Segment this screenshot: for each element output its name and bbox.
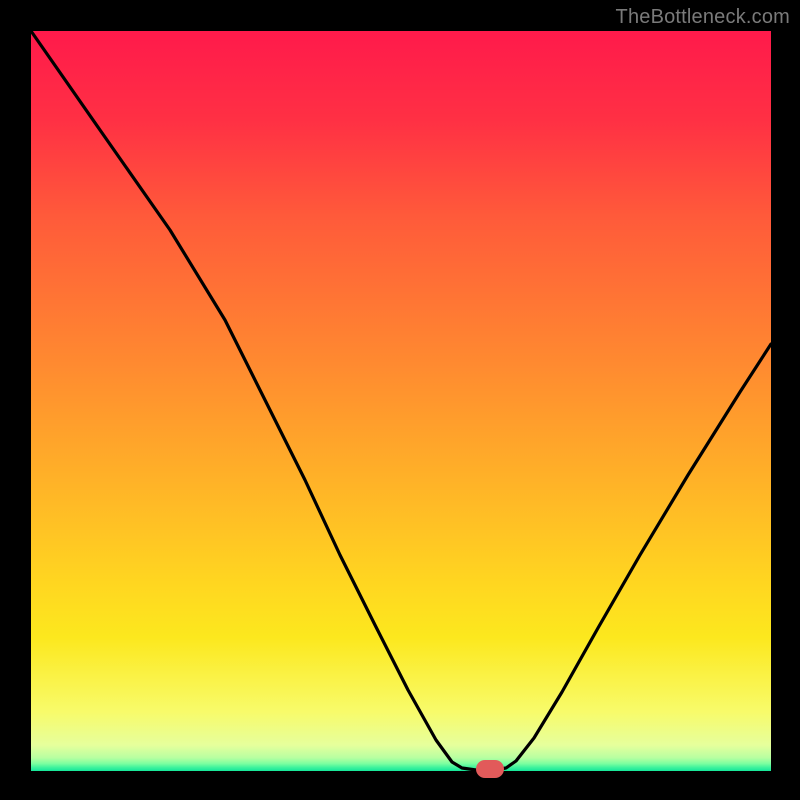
plot-area xyxy=(31,31,771,771)
chart-container: TheBottleneck.com xyxy=(0,0,800,800)
bottleneck-curve xyxy=(31,31,771,771)
watermark-text: TheBottleneck.com xyxy=(616,6,790,29)
optimal-marker xyxy=(476,760,504,778)
curve-path xyxy=(31,31,771,770)
